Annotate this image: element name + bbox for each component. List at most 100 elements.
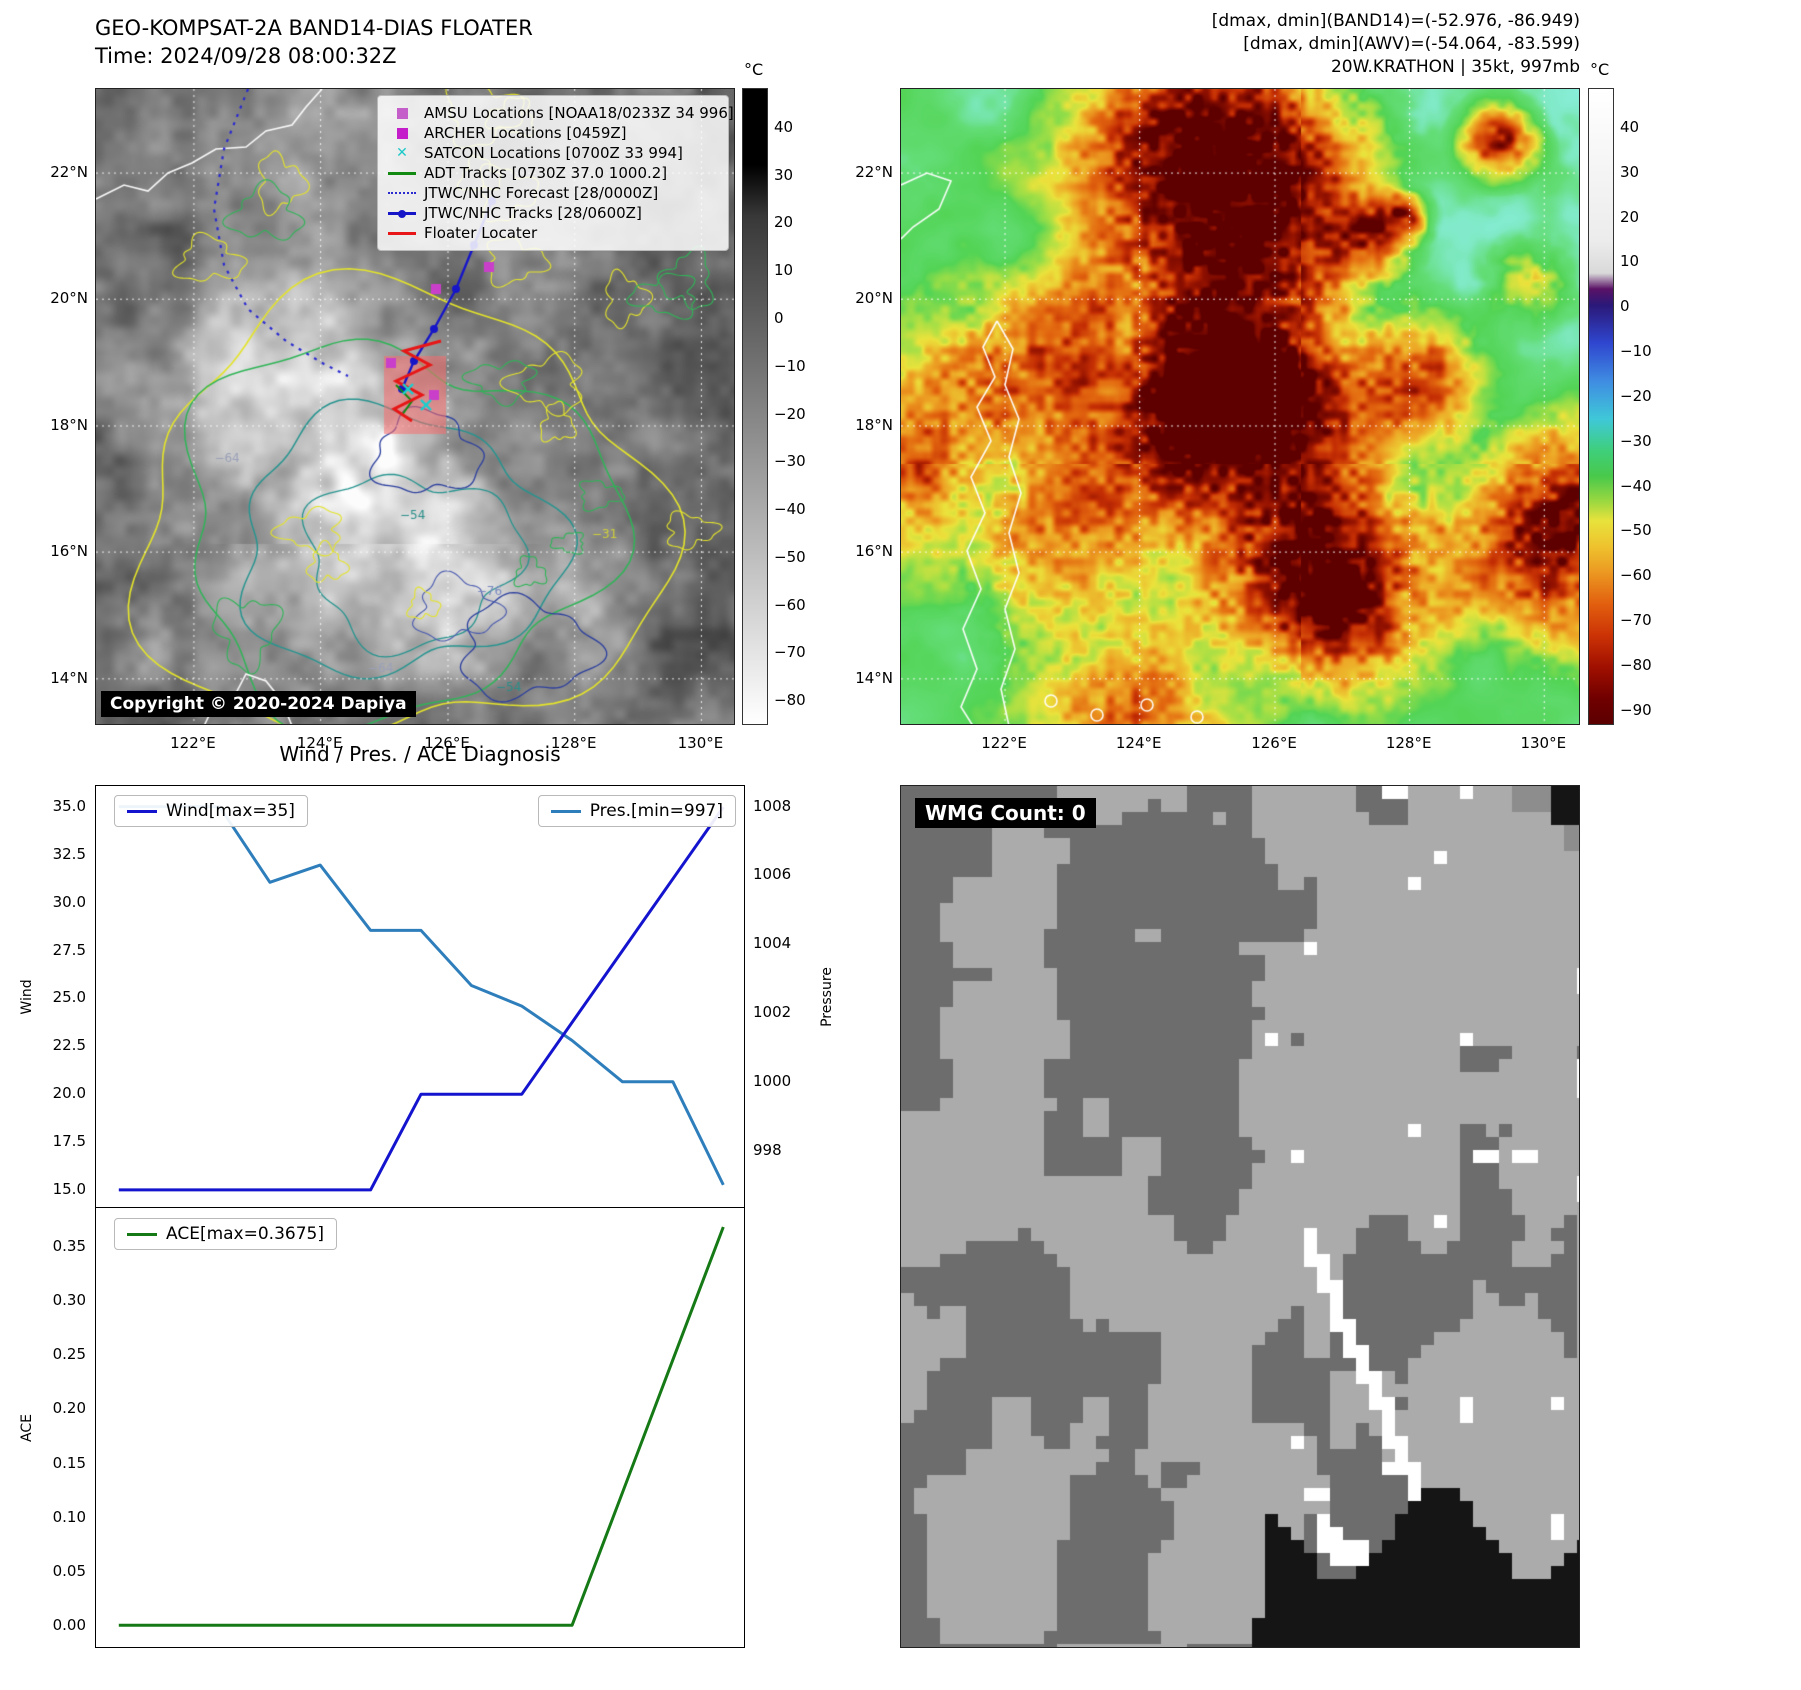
wind-ytick-label: 20.0 bbox=[52, 1084, 86, 1103]
tl-lat-tick-label: 14°N bbox=[50, 668, 88, 687]
pressure-ytick-label: 1006 bbox=[753, 865, 792, 884]
legend-item: JTWC/NHC Forecast [28/0000Z] bbox=[388, 183, 718, 203]
wmg-count-label: WMG Count: 0 bbox=[915, 798, 1096, 828]
pressure-axis-label: Pressure bbox=[819, 967, 835, 1027]
legend-item: JTWC/NHC Tracks [28/0600Z] bbox=[388, 203, 718, 223]
line-dot-marker-icon bbox=[388, 209, 416, 218]
tr-lat-tick-label: 22°N bbox=[855, 163, 893, 182]
tl-lon-tick-label: 128°E bbox=[550, 734, 597, 752]
tr-lon-tick-label: 122°E bbox=[981, 734, 1027, 752]
map-legend: AMSU Locations [NOAA18/0233Z 34 996] ARCH… bbox=[377, 95, 734, 251]
legend-item-label: Floater Locater bbox=[424, 224, 538, 242]
tr-colorbar-tick-label: 20 bbox=[1620, 207, 1640, 226]
pressure-line-swatch bbox=[550, 809, 581, 813]
tl-lon-tick-label: 126°E bbox=[424, 734, 470, 752]
legend-item-label: SATCON Locations [0700Z 33 994] bbox=[424, 144, 683, 162]
pressure-ytick-label: 1008 bbox=[753, 796, 792, 815]
tl-lon-tick-label: 124°E bbox=[296, 734, 343, 752]
tr-colorbar-tick-label: 30 bbox=[1620, 162, 1640, 181]
tl-colorbar-tick-label: −60 bbox=[774, 595, 806, 614]
tr-lat-tick-label: 20°N bbox=[855, 289, 893, 308]
ace-ytick-label: 0.20 bbox=[52, 1399, 86, 1418]
wind-ytick-label: 22.5 bbox=[52, 1036, 86, 1055]
ace-ytick-label: 0.05 bbox=[52, 1562, 86, 1581]
storm-info-text: 20W.KRATHON | 35kt, 997mb bbox=[1330, 57, 1580, 77]
legend-item-label: JTWC/NHC Forecast [28/0000Z] bbox=[424, 184, 659, 202]
tr-colorbar-tick-label: 10 bbox=[1620, 252, 1640, 271]
tl-colorbar-tick-label: −20 bbox=[774, 404, 806, 423]
tr-colorbar-tick-label: 40 bbox=[1620, 117, 1640, 136]
tr-colorbar-tick-label: 0 bbox=[1620, 297, 1630, 316]
tr-colorbar-tick-label: −10 bbox=[1620, 342, 1652, 361]
tl-lon-tick-label: 130°E bbox=[677, 734, 724, 752]
tr-lon-tick-label: 124°E bbox=[1115, 734, 1162, 752]
dmax-dmin-band14-text: [dmax, dmin](BAND14)=(-52.976, -86.949) bbox=[1211, 11, 1580, 31]
tr-colorbar-tick-label: −40 bbox=[1620, 476, 1652, 495]
tr-colorbar-tick-label: −30 bbox=[1620, 431, 1652, 450]
tr-colorbar-tick-label: −20 bbox=[1620, 386, 1652, 405]
tr-colorbar-tick-label: −60 bbox=[1620, 566, 1652, 585]
wind-line-swatch bbox=[127, 809, 157, 813]
tr-lat-tick-label: 16°N bbox=[855, 542, 893, 561]
ace-ytick-label: 0.25 bbox=[52, 1345, 86, 1364]
legend-item: ✕ SATCON Locations [0700Z 33 994] bbox=[388, 143, 718, 163]
tl-colorbar-tick-label: −80 bbox=[774, 691, 806, 710]
tr-colorbar-tick-label: −90 bbox=[1620, 700, 1652, 719]
wmg-count-map bbox=[901, 786, 1579, 1647]
line-marker-icon bbox=[388, 171, 416, 175]
square-marker-icon bbox=[388, 127, 416, 139]
dotted-marker-icon bbox=[388, 192, 416, 194]
legend-item: Floater Locater bbox=[388, 223, 718, 243]
tr-lat-tick-label: 14°N bbox=[855, 668, 893, 687]
wind-pressure-chart: Wind[max=35] Pres.[min=997] bbox=[95, 785, 745, 1208]
legend-item-label: AMSU Locations [NOAA18/0233Z 34 996] bbox=[424, 104, 734, 122]
ace-ytick-label: 0.10 bbox=[52, 1507, 86, 1526]
tl-colorbar-tick-label: 0 bbox=[774, 308, 784, 327]
pressure-ytick-label: 998 bbox=[753, 1140, 782, 1159]
pressure-ytick-label: 1004 bbox=[753, 934, 792, 953]
tl-panel-title: GEO-KOMPSAT-2A BAND14-DIAS FLOATER bbox=[95, 16, 533, 40]
tl-colorbar-tick-label: −30 bbox=[774, 452, 806, 471]
legend-item-label: JTWC/NHC Tracks [28/0600Z] bbox=[424, 204, 642, 222]
tr-colorbar bbox=[1588, 88, 1614, 725]
ace-ytick-label: 0.15 bbox=[52, 1453, 86, 1472]
square-marker-icon bbox=[388, 107, 416, 119]
ace-axis-label: ACE bbox=[19, 1414, 35, 1442]
dmax-dmin-awv-text: [dmax, dmin](AWV)=(-54.064, -83.599) bbox=[1243, 34, 1580, 54]
ace-legend: ACE[max=0.3675] bbox=[114, 1218, 337, 1250]
legend-item: AMSU Locations [NOAA18/0233Z 34 996] bbox=[388, 103, 734, 123]
wmg-panel: WMG Count: 0 bbox=[900, 785, 1580, 1648]
tl-colorbar-tick-label: 20 bbox=[774, 213, 794, 232]
tl-colorbar bbox=[742, 88, 768, 725]
tl-colorbar-tick-label: 30 bbox=[774, 165, 794, 184]
tl-panel-time: Time: 2024/09/28 08:00:32Z bbox=[95, 44, 397, 68]
tl-lat-tick-label: 20°N bbox=[50, 289, 88, 308]
wind-legend: Wind[max=35] bbox=[114, 795, 308, 827]
tr-lon-tick-label: 130°E bbox=[1520, 734, 1567, 752]
tl-lat-tick-label: 22°N bbox=[50, 163, 88, 182]
wind-ytick-label: 30.0 bbox=[52, 892, 86, 911]
pressure-ytick-label: 1000 bbox=[753, 1071, 792, 1090]
ace-legend-label: ACE[max=0.3675] bbox=[166, 1224, 324, 1244]
ace-ytick-label: 0.35 bbox=[52, 1236, 86, 1255]
legend-item-label: ARCHER Locations [0459Z] bbox=[424, 124, 627, 142]
tl-colorbar-tick-label: −70 bbox=[774, 643, 806, 662]
tr-lat-tick-label: 18°N bbox=[855, 415, 893, 434]
color-ir-map-panel bbox=[900, 88, 1580, 725]
wind-line bbox=[118, 806, 725, 1192]
tl-colorbar-tick-label: −10 bbox=[774, 356, 806, 375]
tl-colorbar-tick-label: 40 bbox=[774, 117, 794, 136]
x-marker-icon: ✕ bbox=[396, 145, 408, 161]
copyright-label: Copyright © 2020-2024 Dapiya bbox=[101, 691, 416, 717]
tr-lon-tick-label: 126°E bbox=[1251, 734, 1297, 752]
wind-ytick-label: 25.0 bbox=[52, 988, 86, 1007]
tr-colorbar-tick-label: −70 bbox=[1620, 611, 1652, 630]
pressure-legend-label: Pres.[min=997] bbox=[589, 801, 723, 821]
wind-ytick-label: 32.5 bbox=[52, 844, 86, 863]
legend-item: ARCHER Locations [0459Z] bbox=[388, 123, 718, 143]
band14-map-panel: AMSU Locations [NOAA18/0233Z 34 996] ARCH… bbox=[95, 88, 735, 725]
ace-chart: ACE[max=0.3675] bbox=[95, 1208, 745, 1648]
tr-header: [dmax, dmin](BAND14)=(-52.976, -86.949) … bbox=[900, 10, 1580, 79]
tl-lon-tick-label: 122°E bbox=[170, 734, 216, 752]
tr-lon-tick-label: 128°E bbox=[1385, 734, 1432, 752]
